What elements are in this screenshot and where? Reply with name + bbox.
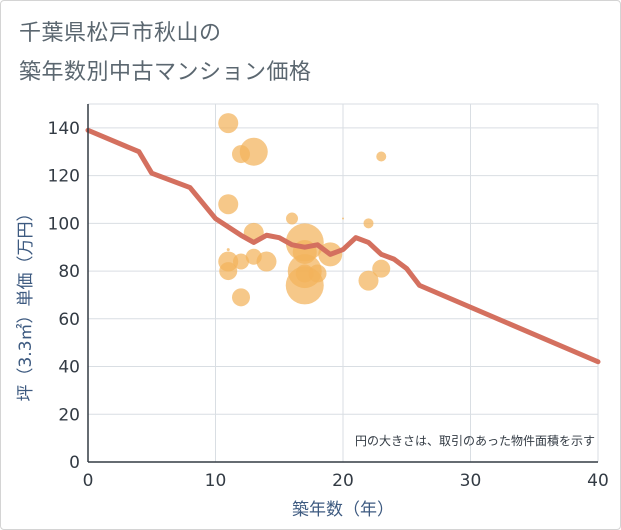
- y-tick-label-5: 100: [48, 214, 80, 234]
- y-axis-title: 坪（3.3㎡）単価（万円）: [16, 204, 36, 401]
- size-note: 円の大きさは、取引のあった物件面積を示す: [355, 433, 595, 448]
- bubble-4: [219, 262, 238, 281]
- bubble-7: [232, 288, 250, 307]
- x-tick-label-1: 10: [205, 471, 227, 491]
- x-axis-title: 築年数（年）: [292, 500, 394, 520]
- y-tick-label-3: 60: [58, 310, 80, 330]
- y-tick-label-0: 0: [69, 453, 80, 473]
- chart-title-line2: 築年数別中古マンション価格: [19, 60, 312, 85]
- y-tick-label-4: 80: [58, 262, 80, 282]
- bubble-12: [286, 212, 298, 225]
- trend-line: [85, 127, 601, 365]
- bubble-18: [308, 264, 327, 283]
- trend-line-series: [85, 127, 601, 365]
- bubble-22: [358, 270, 379, 291]
- bubble-24: [372, 259, 391, 278]
- axes: [87, 104, 598, 463]
- chart-title-line1: 千葉県松戸市秋山の: [19, 21, 222, 46]
- y-tick-label-6: 120: [48, 167, 80, 187]
- bubble-1: [218, 194, 239, 215]
- bubble-20: [342, 217, 344, 220]
- grid-lines: [88, 103, 599, 462]
- bubble-17: [295, 264, 314, 283]
- y-tick-label-2: 40: [58, 358, 80, 378]
- x-tick-label-0: 0: [83, 471, 94, 491]
- x-tick-label-4: 40: [587, 471, 609, 491]
- x-tick-label-3: 30: [460, 471, 482, 491]
- bubble-2: [226, 248, 230, 252]
- tick-labels: 0 20 40 60 80 100 120 140 0 10 20 30 40: [48, 119, 609, 491]
- bubble-21: [363, 218, 374, 229]
- bubble-6: [233, 253, 249, 270]
- bubble-series: [218, 113, 391, 307]
- bubble-11: [256, 251, 277, 272]
- bubble-0: [218, 113, 239, 134]
- y-tick-label-1: 20: [58, 405, 80, 425]
- y-tick-label-7: 140: [48, 119, 80, 139]
- bubble-8: [239, 137, 268, 166]
- bubble-23: [376, 151, 387, 162]
- x-tick-label-2: 20: [332, 471, 354, 491]
